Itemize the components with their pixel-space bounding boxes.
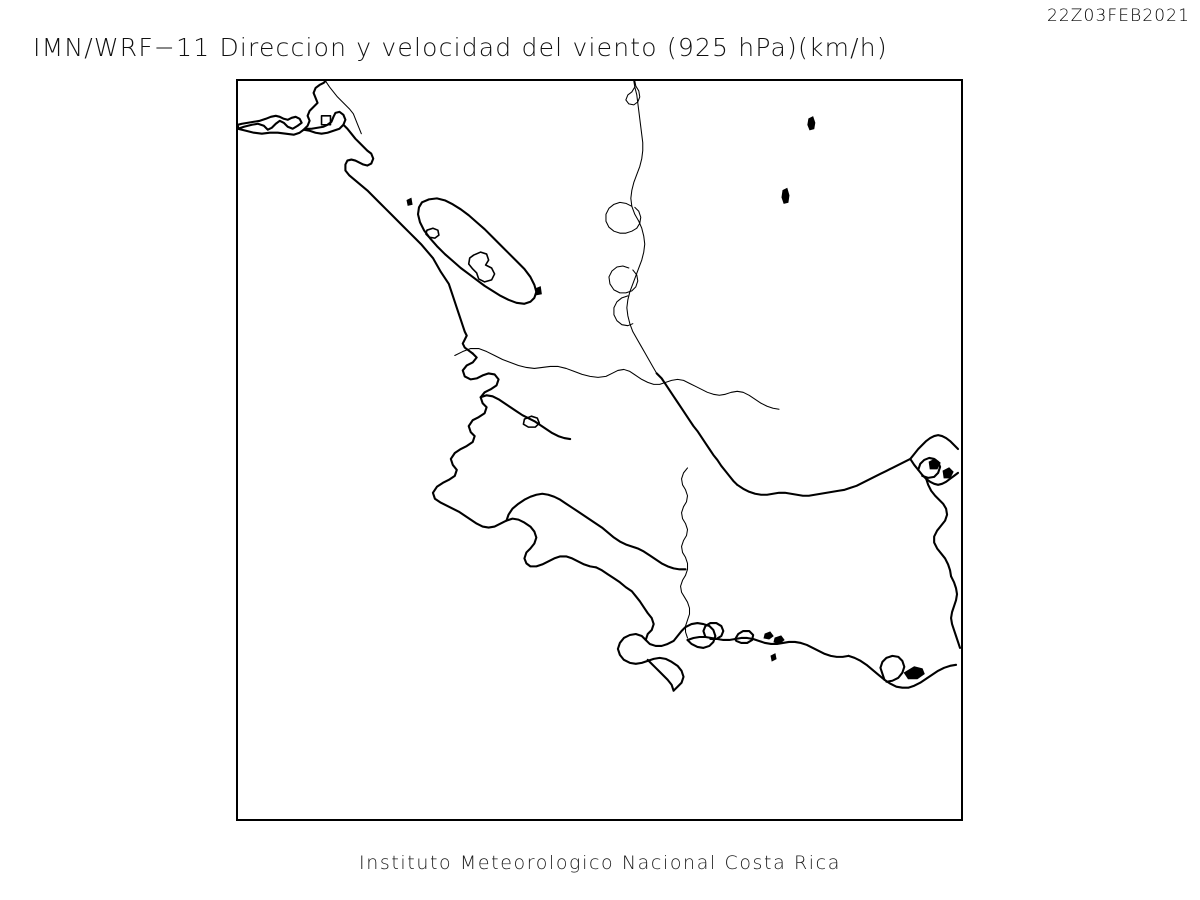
- islet-lake-south: [534, 286, 542, 296]
- coastline-panama-azuero: [847, 654, 958, 689]
- coastline-nicoya-peninsula-tip: [479, 394, 572, 441]
- islet-chiriqui-b: [773, 635, 785, 645]
- coastline-panama-caribbean: [736, 457, 912, 497]
- coastline-osa-peninsula: [616, 632, 685, 692]
- coastline-chiriqui-peninsula: [925, 477, 953, 578]
- coastline-bluefields-bay: [605, 201, 642, 234]
- island-chira: [522, 415, 541, 428]
- island-bocas-a: [928, 458, 941, 470]
- islet-chiriqui-c: [770, 653, 777, 662]
- coastline-gulf-of-fonseca: [238, 114, 303, 131]
- page-title: IMN/WRF−11 Direccion y velocidad del vie…: [33, 33, 888, 62]
- coastline-bocas-del-toro: [909, 434, 960, 460]
- coastline-golfo-dulce: [646, 658, 675, 692]
- coastline-caribbean-lagoon-a: [608, 265, 639, 294]
- coastline-nicaragua-pacific-north: [238, 81, 327, 136]
- coastline-nicaragua-nw-inlet: [302, 110, 347, 135]
- coastline-caribbean-nicaragua: [625, 81, 641, 106]
- lake-nicaragua-west-bay: [425, 227, 440, 239]
- islet-lake-north: [406, 197, 413, 206]
- island-offshore-south: [781, 187, 790, 204]
- island-ometepe: [467, 251, 496, 283]
- coastline-panama-gulf-montijo: [879, 654, 906, 683]
- islet-chiriqui-a: [763, 631, 774, 640]
- valid-time-stamp: 22Z03FEB2021: [1046, 6, 1190, 26]
- coastline-caribbean-costarica: [655, 372, 739, 486]
- map-canvas: [238, 81, 961, 692]
- coastline-gulf-of-nicoya: [505, 492, 687, 571]
- coastline-caribbean-lagoon-b: [613, 295, 634, 327]
- coastline-caribbean-nicaragua-main: [626, 86, 658, 374]
- border-nicaragua-costarica: [454, 348, 780, 410]
- island-gulf-fonseca: [320, 115, 332, 126]
- coastline-nicaragua-pacific: [342, 123, 474, 355]
- border-costarica-panama: [680, 467, 691, 639]
- island-coiba: [903, 666, 925, 680]
- coastline-costarica-central-pacific: [594, 566, 717, 649]
- coastline-costarica-northwest: [431, 352, 598, 569]
- lake-nicaragua: [416, 197, 538, 305]
- coastline-panama-lagoon-detail: [702, 622, 725, 641]
- coastline-panama-chiriqui-bays: [734, 629, 755, 644]
- footer-credit: Instituto Meteorologico Nacional Costa R…: [359, 852, 841, 874]
- coastline-panama-caribbean-east: [950, 575, 961, 649]
- island-offshore-north: [807, 116, 816, 131]
- border-honduras-nicaragua: [324, 81, 362, 135]
- island-bocas-b: [942, 467, 954, 479]
- map-plot-frame: [236, 79, 963, 821]
